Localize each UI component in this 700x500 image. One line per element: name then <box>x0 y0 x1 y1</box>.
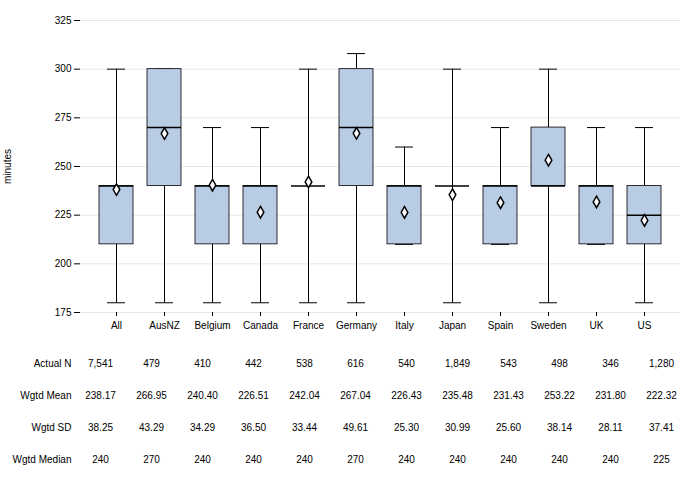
svg-text:543: 543 <box>500 358 517 369</box>
svg-text:275: 275 <box>55 112 72 123</box>
svg-text:225: 225 <box>653 454 670 465</box>
svg-text:25.30: 25.30 <box>394 422 419 433</box>
svg-text:25.60: 25.60 <box>496 422 521 433</box>
svg-text:225: 225 <box>55 209 72 220</box>
svg-text:Germany: Germany <box>336 320 377 331</box>
svg-text:US: US <box>638 320 652 331</box>
svg-text:Italy: Italy <box>395 320 413 331</box>
svg-text:Sweden: Sweden <box>530 320 566 331</box>
svg-text:38.14: 38.14 <box>547 422 572 433</box>
svg-text:240: 240 <box>551 454 568 465</box>
svg-text:30.99: 30.99 <box>445 422 470 433</box>
svg-text:UK: UK <box>590 320 604 331</box>
svg-text:240: 240 <box>245 454 262 465</box>
svg-text:231.80: 231.80 <box>595 390 626 401</box>
svg-text:200: 200 <box>55 258 72 269</box>
svg-text:250: 250 <box>55 161 72 172</box>
svg-text:442: 442 <box>245 358 262 369</box>
svg-text:7,541: 7,541 <box>88 358 113 369</box>
svg-text:325: 325 <box>55 15 72 26</box>
svg-text:240: 240 <box>194 454 211 465</box>
svg-text:Canada: Canada <box>243 320 278 331</box>
svg-text:266.95: 266.95 <box>136 390 167 401</box>
svg-text:498: 498 <box>551 358 568 369</box>
svg-text:37.41: 37.41 <box>649 422 674 433</box>
svg-text:Spain: Spain <box>488 320 514 331</box>
svg-text:36.50: 36.50 <box>241 422 266 433</box>
svg-text:minutes: minutes <box>2 149 13 184</box>
svg-text:AusNZ: AusNZ <box>149 320 180 331</box>
svg-text:270: 270 <box>347 454 364 465</box>
svg-text:1,280: 1,280 <box>649 358 674 369</box>
svg-text:49.61: 49.61 <box>343 422 368 433</box>
svg-text:Actual N: Actual N <box>34 358 72 369</box>
svg-text:Belgium: Belgium <box>194 320 230 331</box>
svg-text:240: 240 <box>398 454 415 465</box>
svg-text:240.40: 240.40 <box>187 390 218 401</box>
svg-text:All: All <box>111 320 122 331</box>
svg-text:267.04: 267.04 <box>340 390 371 401</box>
svg-text:540: 540 <box>398 358 415 369</box>
svg-text:240: 240 <box>296 454 313 465</box>
svg-text:238.17: 238.17 <box>85 390 116 401</box>
svg-text:300: 300 <box>55 63 72 74</box>
svg-text:479: 479 <box>143 358 160 369</box>
svg-text:38.25: 38.25 <box>88 422 113 433</box>
svg-text:175: 175 <box>55 307 72 318</box>
svg-text:Wgtd Median: Wgtd Median <box>13 454 72 465</box>
svg-text:1,849: 1,849 <box>445 358 470 369</box>
svg-text:346: 346 <box>602 358 619 369</box>
svg-text:43.29: 43.29 <box>139 422 164 433</box>
svg-text:242.04: 242.04 <box>289 390 320 401</box>
svg-text:253.22: 253.22 <box>544 390 575 401</box>
svg-text:270: 270 <box>143 454 160 465</box>
svg-text:Japan: Japan <box>439 320 466 331</box>
svg-text:28.11: 28.11 <box>598 422 623 433</box>
svg-text:33.44: 33.44 <box>292 422 317 433</box>
svg-text:240: 240 <box>602 454 619 465</box>
svg-text:Wgtd SD: Wgtd SD <box>31 422 71 433</box>
svg-text:France: France <box>293 320 325 331</box>
svg-text:240: 240 <box>92 454 109 465</box>
svg-text:410: 410 <box>194 358 211 369</box>
svg-text:538: 538 <box>296 358 313 369</box>
svg-text:226.51: 226.51 <box>238 390 269 401</box>
svg-text:240: 240 <box>449 454 466 465</box>
svg-text:240: 240 <box>500 454 517 465</box>
svg-text:231.43: 231.43 <box>493 390 524 401</box>
svg-text:616: 616 <box>347 358 364 369</box>
svg-text:226.43: 226.43 <box>391 390 422 401</box>
svg-text:34.29: 34.29 <box>190 422 215 433</box>
svg-text:Wgtd Mean: Wgtd Mean <box>20 390 71 401</box>
svg-text:222.32: 222.32 <box>646 390 677 401</box>
svg-text:235.48: 235.48 <box>442 390 473 401</box>
